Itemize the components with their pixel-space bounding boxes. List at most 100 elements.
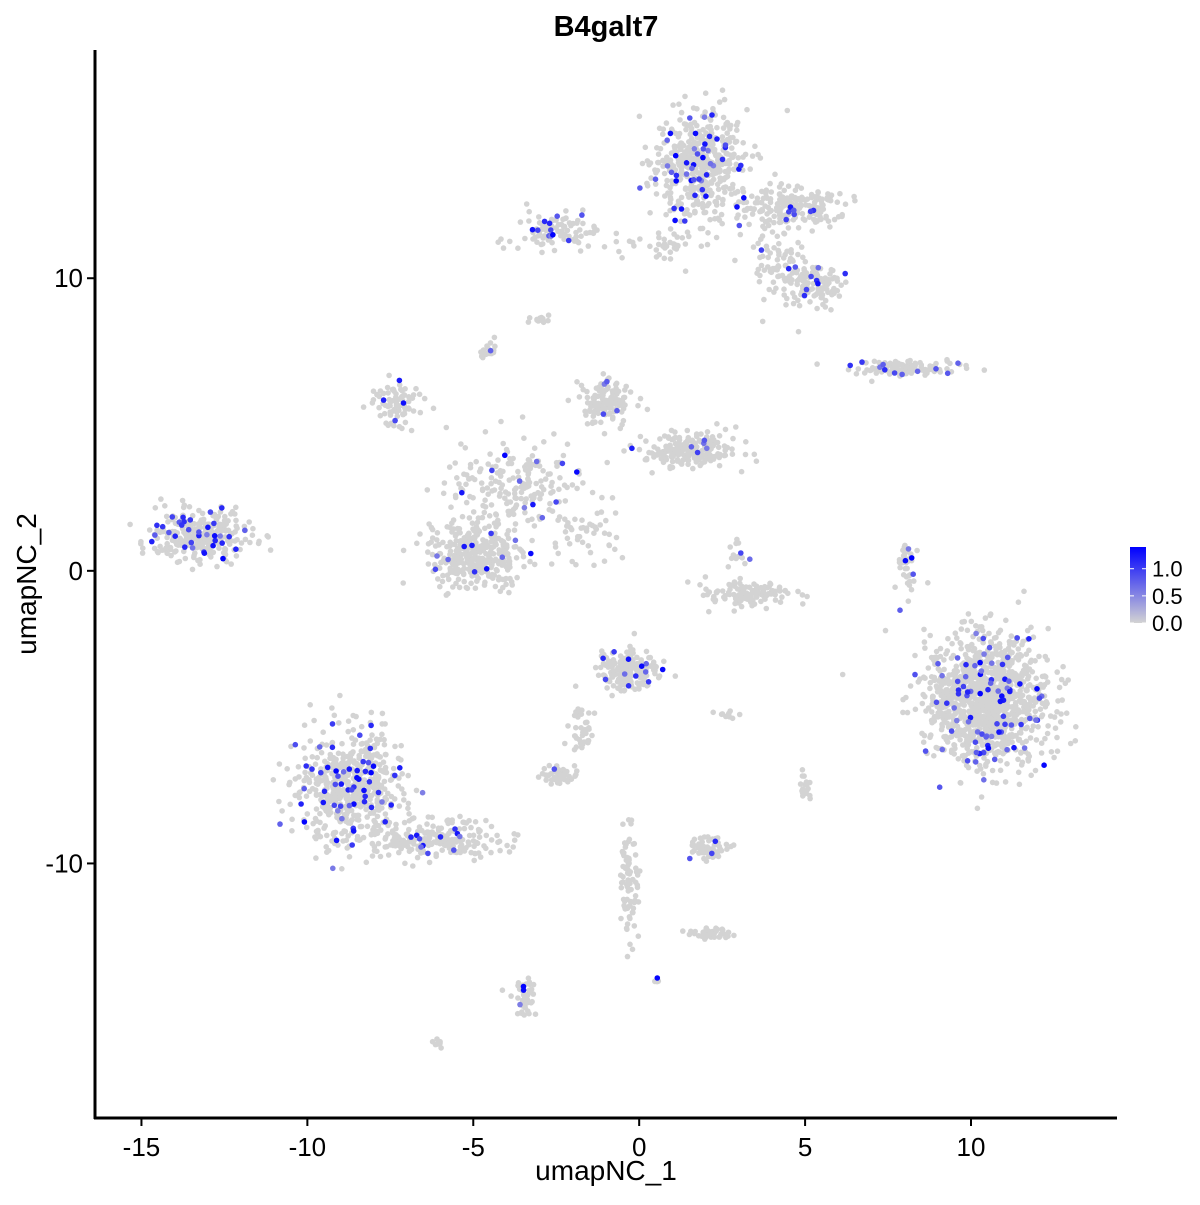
cell-point [683, 441, 690, 447]
cell-point [545, 237, 552, 243]
cell-point [500, 468, 506, 475]
cell-point [651, 444, 657, 450]
cell-point [472, 819, 479, 825]
cell-point [495, 457, 501, 463]
cell-point [425, 838, 431, 845]
cell-point [667, 443, 673, 450]
cell-point [586, 710, 592, 716]
cell-point [767, 268, 774, 275]
cell-point [1008, 633, 1015, 639]
cell-point [681, 211, 688, 217]
cell-point [1016, 781, 1023, 788]
cell-point [811, 199, 818, 205]
cell-point [233, 523, 239, 529]
cell-point [385, 390, 391, 396]
cell-point [800, 254, 806, 261]
cell-point [389, 386, 396, 393]
cell-point [1019, 670, 1025, 676]
cell-point [462, 445, 469, 451]
cell-point [677, 117, 683, 123]
cell-point [597, 388, 604, 394]
cell-point [306, 777, 312, 783]
cell-point [811, 293, 817, 299]
cell-point [831, 216, 838, 223]
cell-point [925, 580, 931, 586]
cell-point [824, 194, 831, 201]
cell-point [440, 490, 447, 497]
cell-point-expressing [400, 400, 407, 406]
cell-point [734, 127, 740, 133]
cell-point [752, 143, 758, 150]
cell-point [706, 589, 713, 595]
cell-point [506, 512, 512, 518]
cell-point [731, 166, 738, 173]
cell-point [468, 580, 474, 587]
cell-point [920, 739, 927, 745]
cell-point [660, 453, 666, 459]
cell-point-expressing [815, 280, 821, 287]
cell-point [640, 681, 647, 688]
cell-point [1030, 723, 1037, 729]
cell-point [713, 589, 720, 595]
cell-point [583, 528, 590, 534]
cell-point [732, 257, 738, 264]
cell-point [197, 525, 203, 531]
cell-point [402, 406, 409, 413]
cell-point [1063, 710, 1070, 716]
cell-point [809, 228, 815, 234]
cell-point [713, 928, 719, 934]
cell-point [738, 603, 745, 610]
cell-point [168, 552, 174, 559]
cell-point [979, 627, 986, 634]
cell-point [687, 131, 694, 138]
cell-point [891, 364, 898, 370]
cell-point [317, 833, 324, 840]
cell-point [163, 545, 169, 551]
cell-point-expressing [396, 377, 403, 384]
cell-point [710, 141, 716, 148]
cell-point [461, 825, 468, 832]
cell-point [664, 154, 670, 160]
cell-point [1023, 687, 1030, 694]
cell-point [989, 654, 995, 661]
cell-point [776, 219, 783, 226]
cell-point [376, 404, 382, 411]
cell-point [700, 204, 706, 211]
cell-point [197, 561, 203, 567]
cell-point [1015, 652, 1021, 658]
cell-point [702, 574, 709, 580]
cell-point [382, 751, 389, 758]
cell-point [672, 440, 679, 447]
cell-point [1027, 735, 1034, 741]
cell-point-expressing [899, 371, 905, 378]
cell-point [793, 201, 799, 208]
cell-point [1039, 700, 1046, 707]
cell-point [955, 756, 962, 762]
cell-point [546, 506, 553, 513]
cell-point [663, 243, 670, 250]
cell-point [701, 931, 708, 938]
cell-point [1042, 674, 1049, 680]
cell-point [1005, 734, 1012, 741]
cell-point [732, 596, 739, 602]
cell-point [428, 524, 435, 531]
cell-point [279, 808, 285, 814]
cell-point [488, 502, 495, 508]
cell-point [747, 205, 754, 212]
cell-point [223, 528, 229, 534]
cell-point [927, 363, 933, 369]
cell-point [1028, 772, 1034, 779]
cell-point-expressing [689, 165, 695, 172]
cell-point [413, 385, 419, 392]
cell-point [569, 482, 576, 488]
cell-point [624, 883, 631, 890]
cell-point [796, 302, 803, 309]
cell-point [589, 420, 596, 427]
cell-point [725, 933, 731, 939]
cell-point [807, 795, 813, 802]
cell-point [778, 181, 785, 187]
cell-point [402, 386, 408, 392]
cell-point [783, 302, 789, 308]
cell-point [555, 550, 561, 557]
cell-point-expressing [801, 292, 808, 299]
